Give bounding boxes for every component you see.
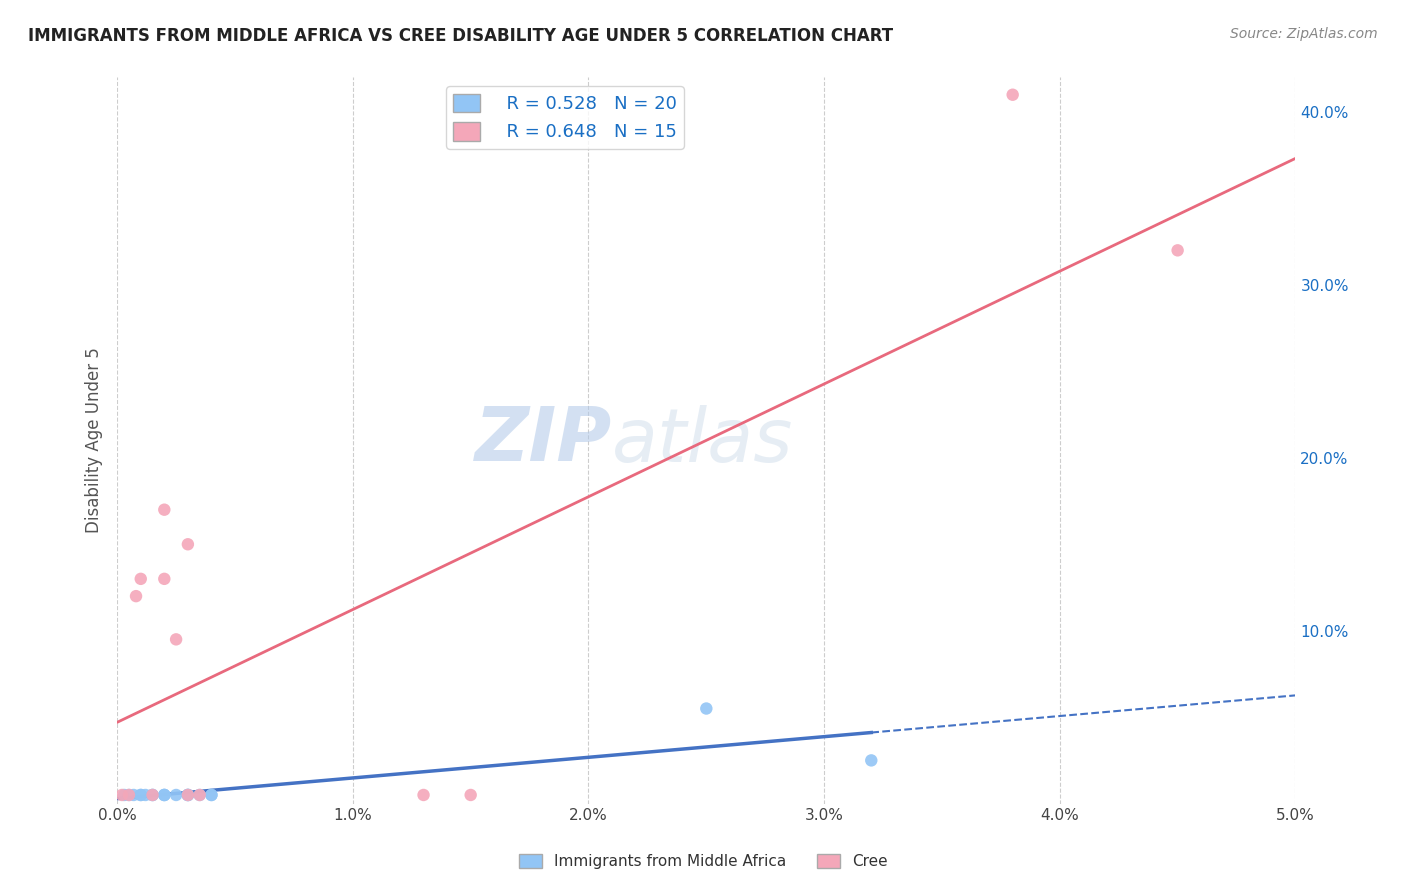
Point <box>111 788 134 802</box>
Point <box>860 753 883 767</box>
Text: atlas: atlas <box>612 405 793 476</box>
Point <box>112 788 135 802</box>
Text: IMMIGRANTS FROM MIDDLE AFRICA VS CREE DISABILITY AGE UNDER 5 CORRELATION CHART: IMMIGRANTS FROM MIDDLE AFRICA VS CREE DI… <box>28 27 893 45</box>
Point <box>1167 244 1189 258</box>
Point <box>122 788 145 802</box>
Point <box>177 788 200 802</box>
Point <box>141 788 163 802</box>
Point <box>188 788 211 802</box>
Point <box>129 572 152 586</box>
Legend: Immigrants from Middle Africa, Cree: Immigrants from Middle Africa, Cree <box>513 848 893 875</box>
Y-axis label: Disability Age Under 5: Disability Age Under 5 <box>86 348 103 533</box>
Text: Source: ZipAtlas.com: Source: ZipAtlas.com <box>1230 27 1378 41</box>
Point <box>177 788 200 802</box>
Point <box>165 788 187 802</box>
Point <box>412 788 434 802</box>
Point <box>695 701 717 715</box>
Point <box>188 788 211 802</box>
Point <box>153 788 176 802</box>
Point <box>177 788 200 802</box>
Point <box>129 788 152 802</box>
Point <box>153 788 176 802</box>
Point <box>200 788 222 802</box>
Point <box>134 788 156 802</box>
Point <box>153 502 176 516</box>
Point <box>177 788 200 802</box>
Legend:   R = 0.528   N = 20,   R = 0.648   N = 15: R = 0.528 N = 20, R = 0.648 N = 15 <box>446 87 683 149</box>
Point <box>118 788 141 802</box>
Point <box>1001 87 1024 102</box>
Point <box>200 788 222 802</box>
Point <box>153 572 176 586</box>
Point <box>460 788 482 802</box>
Point <box>153 788 176 802</box>
Text: ZIP: ZIP <box>475 404 612 477</box>
Point <box>141 788 163 802</box>
Point <box>129 788 152 802</box>
Point <box>118 788 141 802</box>
Point <box>165 632 187 647</box>
Point <box>125 589 148 603</box>
Point <box>141 788 163 802</box>
Point <box>177 537 200 551</box>
